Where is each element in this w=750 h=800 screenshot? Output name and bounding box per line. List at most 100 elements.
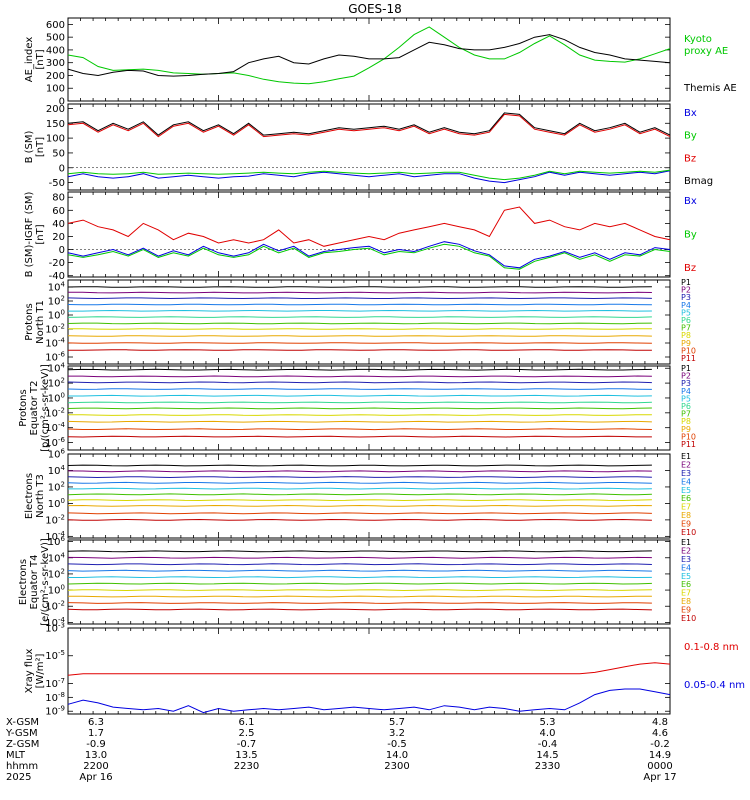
legend-entry: E7 xyxy=(681,503,691,512)
footer-value: 5.7 xyxy=(389,717,405,728)
legend-entry: 0.05-0.4 nm xyxy=(684,680,745,691)
legend-entry: P5 xyxy=(681,308,691,317)
y-tick-label: 102 xyxy=(48,480,65,493)
legend-entry: Bmag xyxy=(684,176,713,187)
y-axis-label-line: [p/(cm²-s-sr-keV)] xyxy=(40,364,51,452)
footer-value: 4.0 xyxy=(540,728,556,739)
panel-frame xyxy=(67,191,671,278)
y-tick-label: 10-3 xyxy=(45,622,65,635)
legend-entry: P6 xyxy=(681,402,691,411)
legend-entry: E5 xyxy=(681,572,691,581)
channel-p7 xyxy=(67,407,652,410)
legend-entry: E4 xyxy=(681,563,691,572)
legend-entry: By xyxy=(684,131,697,142)
footer-value: 13.5 xyxy=(235,750,257,761)
channel-p7 xyxy=(67,322,652,325)
y-axis-label-line: Xray flux xyxy=(24,649,35,694)
y-tick-label: 100 xyxy=(48,309,65,322)
legend-entry: P8 xyxy=(681,331,691,340)
y-axis-label: ElectronsNorth T3 xyxy=(24,473,46,519)
channel-e1 xyxy=(67,550,652,553)
footer-value: -0.2 xyxy=(650,739,670,750)
y-axis-label: ProtonsEquator T2[p/(cm²-s-sr-keV)] xyxy=(18,364,51,452)
panel-group: 0100200300400500600AE_index[nT]Kyotoprox… xyxy=(18,17,745,718)
y-tick-label: 400 xyxy=(46,45,65,56)
y-axis-label-line: Equator T4 xyxy=(29,555,40,610)
series-bz xyxy=(67,113,671,138)
channel-e2 xyxy=(67,556,652,559)
legend-entry: P9 xyxy=(681,425,691,434)
channel-e8 xyxy=(67,595,652,598)
footer-value: 2330 xyxy=(535,761,560,772)
y-tick-exponent: -4 xyxy=(58,337,66,345)
y-tick-label: 10-8 xyxy=(45,691,65,704)
channel-p5 xyxy=(68,309,652,312)
channel-e5 xyxy=(68,576,652,579)
y-tick-exponent: 4 xyxy=(61,464,66,472)
legend-entry: E7 xyxy=(681,589,691,598)
y-tick-exponent: 0 xyxy=(61,391,65,399)
footer-value: -0.9 xyxy=(86,739,106,750)
y-axis-label-line: Electrons xyxy=(18,559,29,605)
y-tick-label: 10-2 xyxy=(45,513,65,526)
panel-legend: Bx By Bz Bmag xyxy=(684,108,713,187)
legend-entry: P10 xyxy=(681,432,696,441)
channel-e8 xyxy=(67,504,652,507)
y-tick-label: 10-2 xyxy=(45,323,65,336)
y-tick-exponent: 4 xyxy=(61,362,66,370)
footer-value: Apr 16 xyxy=(79,772,112,783)
y-tick-exponent: 2 xyxy=(61,295,65,303)
y-tick-exponent: 0 xyxy=(61,309,65,317)
y-axis-label-line: Protons xyxy=(18,389,29,426)
footer-value: 0000 xyxy=(647,761,672,772)
panel-frame xyxy=(67,627,671,715)
channel-e5 xyxy=(68,487,652,490)
y-tick-exponent: 4 xyxy=(61,551,66,559)
footer-value: 2200 xyxy=(83,761,108,772)
footer-row-label: hhmm xyxy=(6,761,38,772)
legend-entry: P2 xyxy=(681,286,691,295)
y-tick-label: 150 xyxy=(46,119,65,130)
channel-e6 xyxy=(67,582,652,585)
footer-value: 14.9 xyxy=(649,750,671,761)
y-tick-label: 50 xyxy=(52,148,65,159)
channel-e9 xyxy=(67,512,652,515)
legend-entry: 0.1-0.8 nm xyxy=(684,642,739,653)
legend-entry: E4 xyxy=(681,477,691,486)
y-tick-label: 10-7 xyxy=(45,677,65,690)
legend-entry: E8 xyxy=(681,511,691,520)
footer-row-label: Y-GSM xyxy=(5,728,38,739)
channel-p2 xyxy=(68,375,652,378)
y-tick-exponent: 6 xyxy=(61,535,66,543)
channel-e3 xyxy=(67,563,652,566)
footer-value: 14.0 xyxy=(386,750,408,761)
panel-frame xyxy=(67,17,671,102)
channel-p10 xyxy=(67,342,652,344)
y-tick-label: 200 xyxy=(46,71,65,82)
footer-value: 6.3 xyxy=(88,717,104,728)
y-tick-exponent: -2 xyxy=(58,406,65,414)
channel-p4 xyxy=(67,388,652,390)
y-tick-label: 100 xyxy=(48,497,65,510)
y-tick-label: 100 xyxy=(46,134,65,145)
channel-p4 xyxy=(67,303,652,306)
legend-entry: E3 xyxy=(681,555,691,564)
legend-entry: P9 xyxy=(681,339,691,348)
footer-value: 2.5 xyxy=(239,728,255,739)
y-tick-label: 80 xyxy=(52,193,65,204)
y-tick-exponent: -9 xyxy=(58,705,65,713)
series-0-05-0-4-nm xyxy=(67,688,671,714)
y-tick-exponent: 2 xyxy=(61,567,65,575)
footer-value: 2230 xyxy=(234,761,259,772)
footer-row-label: 2025 xyxy=(6,772,31,783)
legend-entry: P4 xyxy=(681,301,691,310)
legend-entry: E9 xyxy=(681,520,691,529)
y-tick-label: 104 xyxy=(48,464,66,477)
channel-p6 xyxy=(67,316,652,318)
